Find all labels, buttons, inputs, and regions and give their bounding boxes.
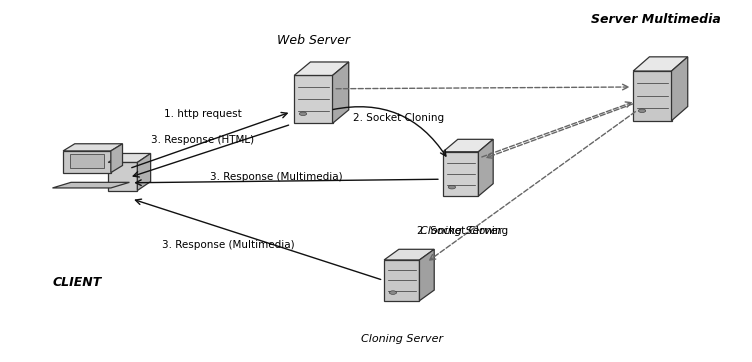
- Polygon shape: [108, 153, 150, 163]
- Circle shape: [448, 185, 456, 189]
- Polygon shape: [332, 62, 349, 123]
- Text: CLIENT: CLIENT: [53, 275, 102, 289]
- Polygon shape: [384, 260, 420, 301]
- Polygon shape: [443, 152, 478, 196]
- Text: Web Server: Web Server: [277, 34, 350, 47]
- Polygon shape: [294, 75, 332, 123]
- Polygon shape: [108, 163, 138, 190]
- Polygon shape: [633, 71, 672, 121]
- Polygon shape: [633, 57, 688, 71]
- Polygon shape: [420, 249, 434, 301]
- Circle shape: [638, 109, 646, 113]
- Text: Cloning Server: Cloning Server: [361, 334, 443, 344]
- Text: 3. Response (HTML): 3. Response (HTML): [151, 135, 254, 145]
- Text: 1. http request: 1. http request: [164, 109, 241, 119]
- Polygon shape: [294, 62, 349, 75]
- Polygon shape: [53, 182, 129, 188]
- Text: Server Multimedia: Server Multimedia: [591, 13, 721, 26]
- Polygon shape: [672, 57, 688, 121]
- Text: 2. Socket Cloning: 2. Socket Cloning: [353, 113, 444, 123]
- Polygon shape: [384, 249, 434, 260]
- Polygon shape: [70, 154, 104, 168]
- Polygon shape: [111, 144, 123, 173]
- Polygon shape: [443, 139, 493, 152]
- Text: 3. Response (Multimedia): 3. Response (Multimedia): [162, 240, 295, 250]
- Text: 2. Socket Cloning: 2. Socket Cloning: [417, 226, 508, 236]
- Text: Cloning Server: Cloning Server: [420, 226, 502, 236]
- Polygon shape: [478, 139, 493, 196]
- Polygon shape: [63, 151, 111, 173]
- Text: 3. Response (Multimedia): 3. Response (Multimedia): [211, 172, 343, 182]
- Circle shape: [299, 112, 307, 115]
- Circle shape: [390, 291, 396, 294]
- Polygon shape: [138, 153, 150, 190]
- Polygon shape: [63, 144, 123, 151]
